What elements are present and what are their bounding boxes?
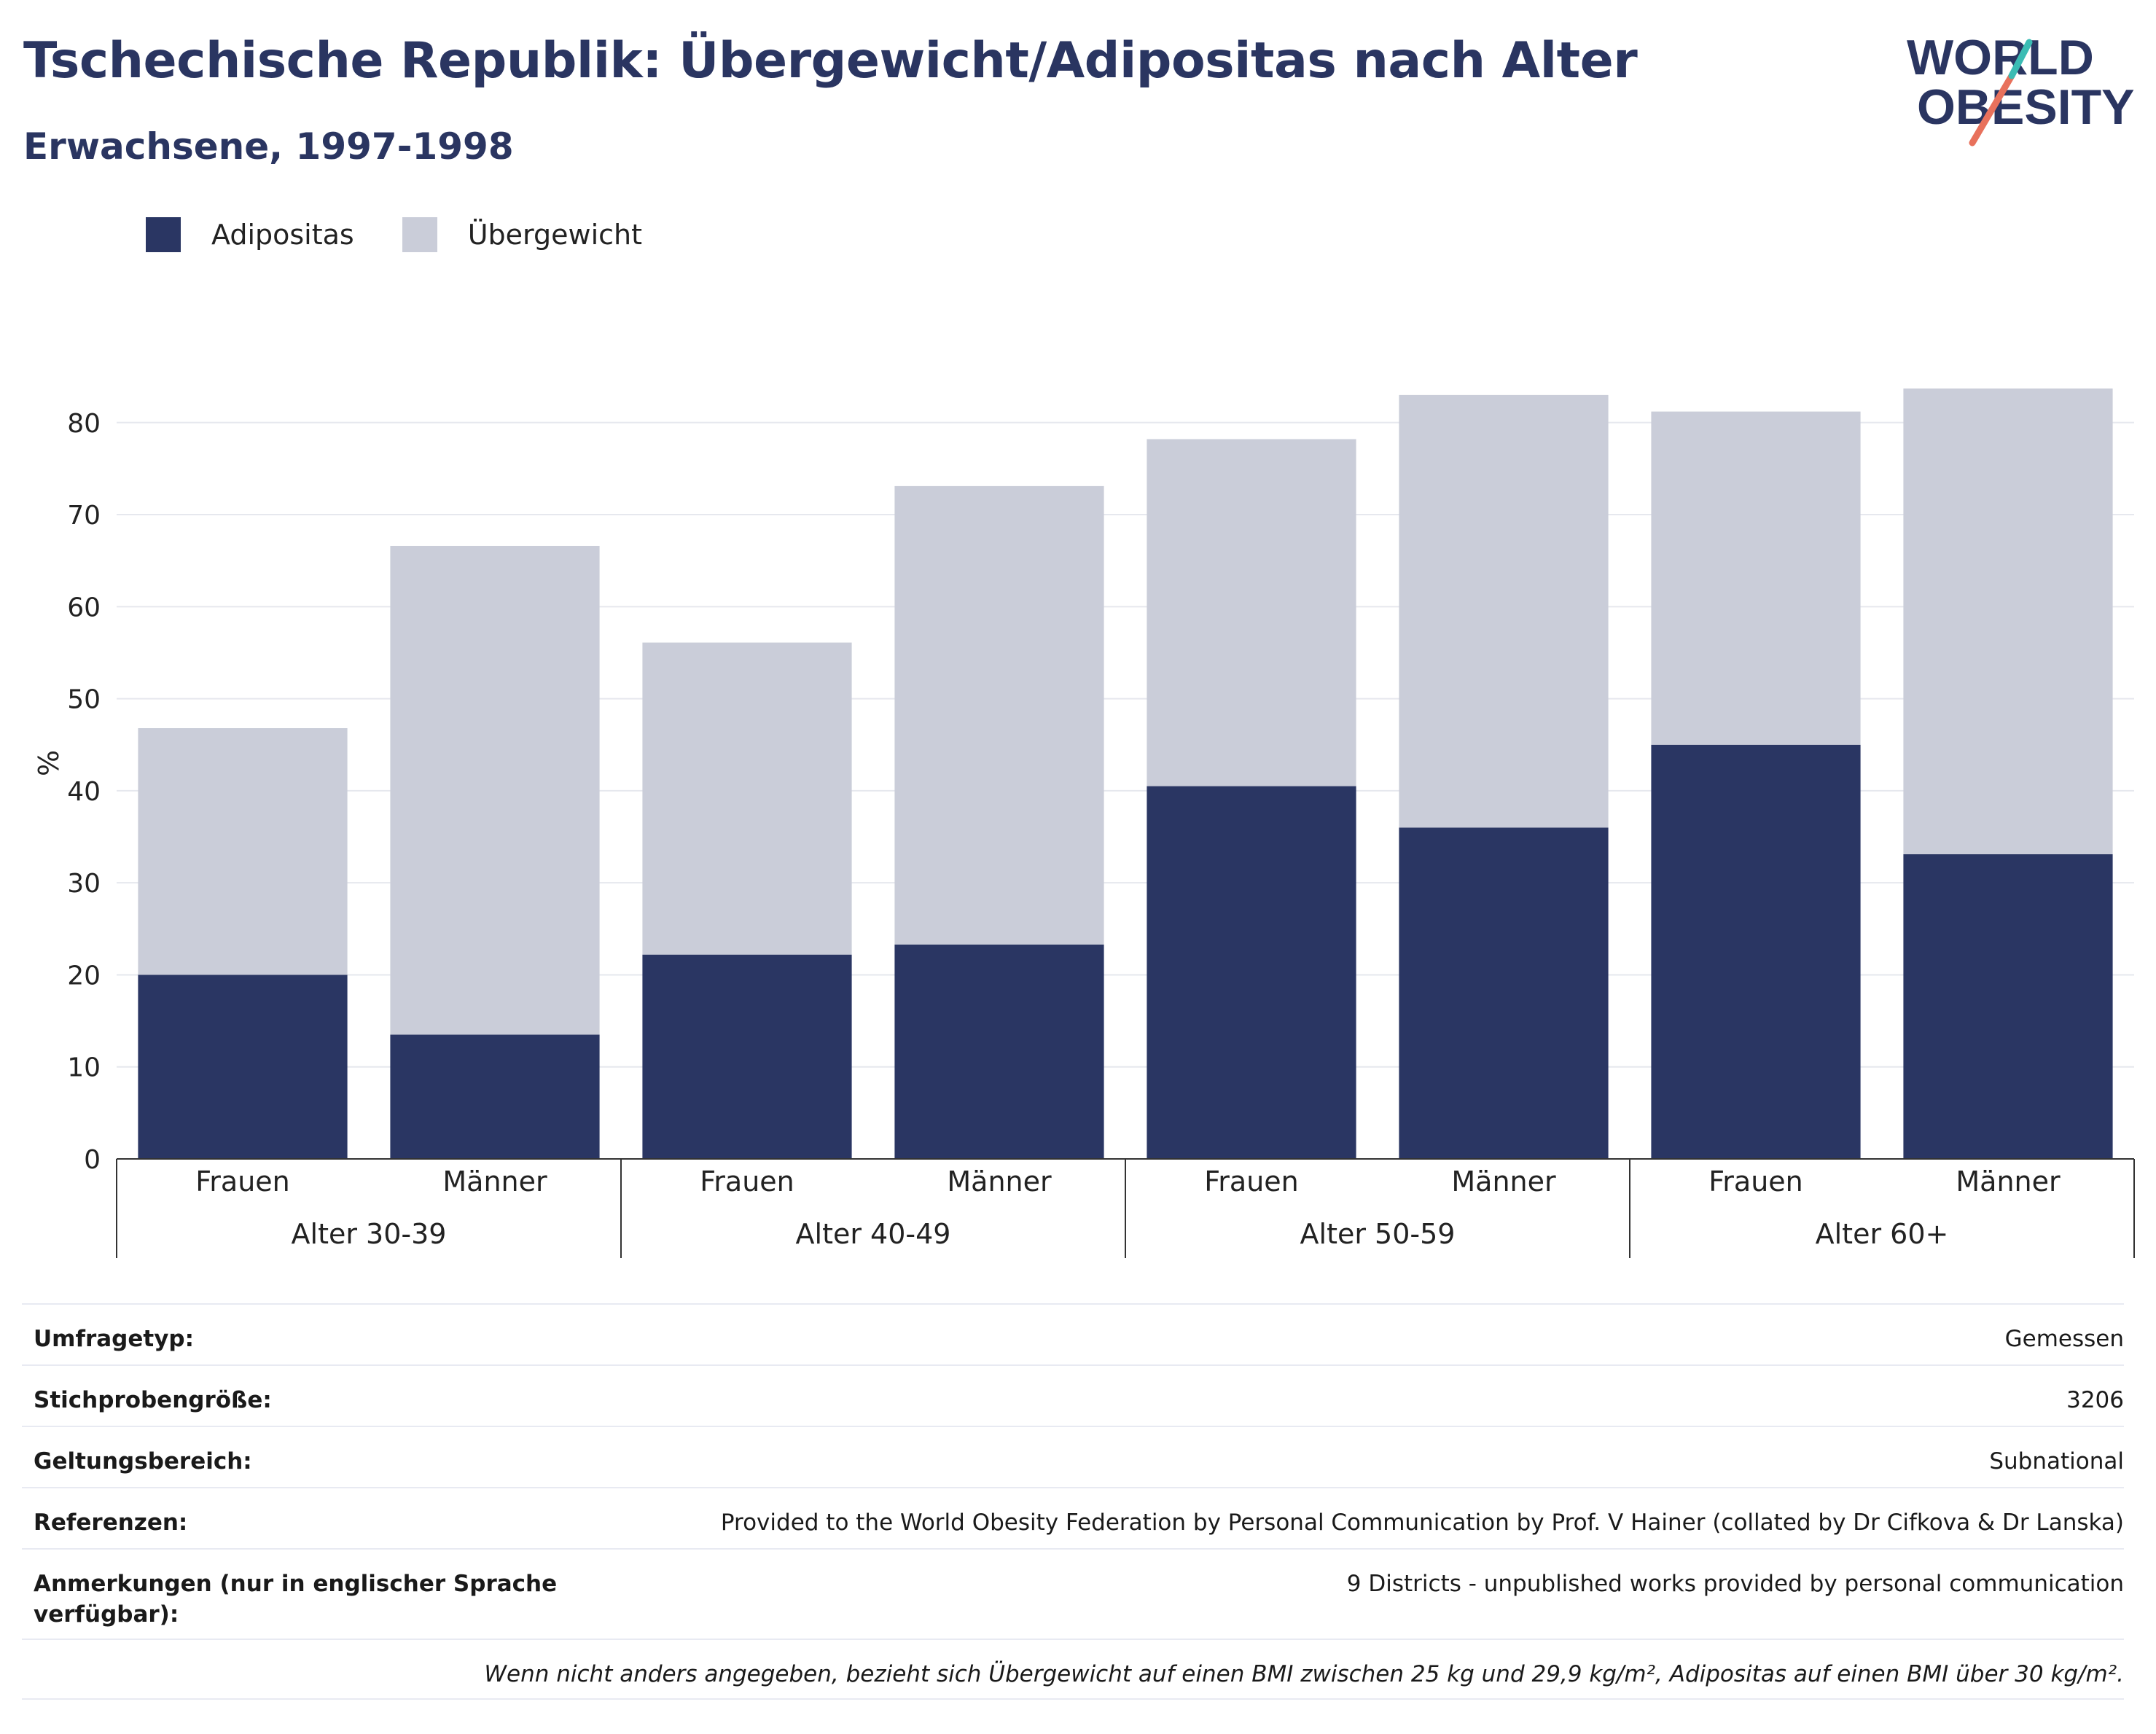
bar-adipositas (1147, 786, 1356, 1159)
bar-uebergewicht (390, 545, 600, 1035)
y-tick-label: 40 (67, 777, 101, 807)
meta-row-references: Referenzen: Provided to the World Obesit… (22, 1487, 2124, 1548)
bar-adipositas (390, 1034, 600, 1159)
bar-uebergewicht (1651, 411, 1861, 745)
legend-label-uebergewicht: Übergewicht (467, 219, 642, 251)
legend-label-adipositas: Adipositas (211, 219, 354, 251)
y-tick-label: 60 (67, 593, 101, 622)
bar-uebergewicht (138, 728, 348, 975)
x-category-label: Frauen (700, 1165, 794, 1198)
world-obesity-logo: WORLD OBESITY (1907, 30, 2135, 147)
meta-footnote-row: Wenn nicht anders angegeben, bezieht sic… (22, 1639, 2124, 1700)
bar-adipositas (1651, 744, 1861, 1159)
legend-swatch-uebergewicht (402, 217, 437, 252)
chart-subtitle: Erwachsene, 1997-1998 (23, 125, 514, 168)
stacked-bar-chart: 0 10 20 30 40 50 60 70 80% Frauen Männer Frauen Männ… (33, 388, 2135, 1258)
meta-label: Stichprobengröße: (34, 1387, 272, 1413)
bar-uebergewicht (894, 485, 1104, 945)
bar-uebergewicht (1147, 439, 1356, 786)
y-axis-label: % (33, 750, 65, 776)
x-category-label: Frauen (1204, 1165, 1299, 1198)
bar-adipositas (1399, 827, 1609, 1159)
metadata-table: Umfragetyp: Gemessen Stichprobengröße: 3… (22, 1303, 2124, 1700)
bar-adipositas (138, 975, 348, 1159)
meta-row-scope: Geltungsbereich: Subnational (22, 1426, 2124, 1487)
bar-uebergewicht (1399, 394, 1609, 828)
x-category-label: Männer (1956, 1165, 2061, 1198)
bar-uebergewicht (642, 642, 852, 955)
bmi-definition-note: Wenn nicht anders angegeben, bezieht sic… (484, 1661, 2124, 1687)
y-tick-label: 70 (67, 501, 101, 531)
meta-row-sample-size: Stichprobengröße: 3206 (22, 1364, 2124, 1426)
x-category-label: Männer (947, 1165, 1052, 1198)
bar-uebergewicht (1903, 388, 2113, 855)
y-tick-label: 30 (67, 869, 101, 899)
meta-row-survey-type: Umfragetyp: Gemessen (22, 1303, 2124, 1364)
x-group-label: Alter 40-49 (796, 1218, 951, 1250)
bar-adipositas (1903, 854, 2113, 1159)
y-tick-label: 0 (84, 1145, 101, 1175)
meta-label: Anmerkungen (nur in englischer Sprache v… (34, 1571, 558, 1628)
bar-adipositas (642, 954, 852, 1159)
legend-swatch-adipositas (146, 217, 181, 252)
svg-text:WORLD: WORLD (1907, 30, 2094, 85)
chart-title: Tschechische Republik: Übergewicht/Adipo… (23, 32, 1638, 90)
meta-label: Geltungsbereich: (34, 1448, 252, 1475)
x-category-label: Männer (442, 1165, 547, 1198)
x-category-label: Männer (1451, 1165, 1556, 1198)
meta-value: Provided to the World Obesity Federation… (720, 1510, 2124, 1536)
meta-value: 9 Districts - unpublished works provided… (1346, 1571, 2124, 1597)
meta-value: 3206 (2066, 1387, 2124, 1413)
x-category-label: Frauen (195, 1165, 290, 1198)
svg-text:OBESITY: OBESITY (1917, 79, 2135, 135)
y-tick-label: 20 (67, 961, 101, 991)
y-tick-label: 10 (67, 1053, 101, 1083)
y-tick-label: 50 (67, 685, 101, 715)
legend-item-adipositas: Adipositas (146, 217, 354, 252)
bar-adipositas (894, 944, 1104, 1159)
x-group-label: Alter 30-39 (292, 1218, 447, 1250)
meta-label: Umfragetyp: (34, 1326, 194, 1352)
legend: Adipositas Übergewicht (146, 217, 690, 252)
x-group-label: Alter 50-59 (1300, 1218, 1456, 1250)
meta-value: Gemessen (2004, 1326, 2124, 1352)
x-category-label: Frauen (1708, 1165, 1803, 1198)
legend-item-uebergewicht: Übergewicht (402, 217, 642, 252)
x-group-label: Alter 60+ (1816, 1218, 1949, 1250)
meta-label: Referenzen: (34, 1510, 188, 1536)
y-tick-label: 80 (67, 409, 101, 439)
meta-row-notes: Anmerkungen (nur in englischer Sprache v… (22, 1548, 2124, 1639)
meta-value: Subnational (1989, 1448, 2124, 1475)
